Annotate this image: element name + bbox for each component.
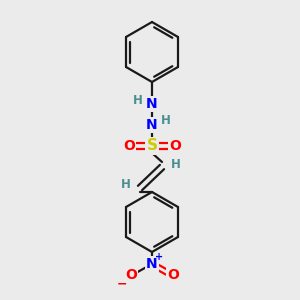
Text: N: N <box>146 257 158 271</box>
Text: O: O <box>169 139 181 153</box>
Text: N: N <box>146 118 158 132</box>
Text: H: H <box>133 94 143 106</box>
Text: O: O <box>167 268 179 282</box>
Text: H: H <box>121 178 131 191</box>
Text: H: H <box>171 158 181 170</box>
Text: N: N <box>146 97 158 111</box>
Text: H: H <box>161 115 171 128</box>
Text: O: O <box>123 139 135 153</box>
Text: −: − <box>117 278 127 290</box>
Text: +: + <box>155 252 163 262</box>
Text: S: S <box>146 139 158 154</box>
Text: O: O <box>125 268 137 282</box>
